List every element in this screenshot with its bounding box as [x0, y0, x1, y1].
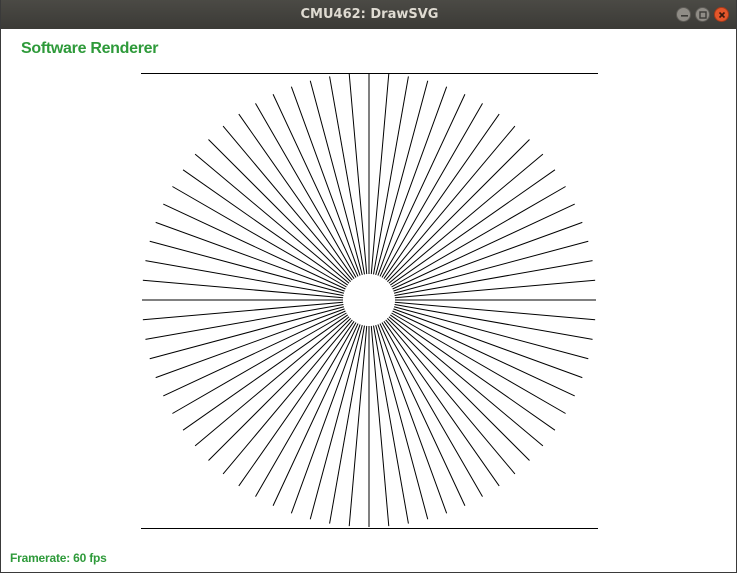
starburst-line [393, 221, 583, 292]
starburst-line [393, 306, 589, 360]
starburst-line [392, 310, 575, 397]
starburst-line [194, 153, 350, 284]
starburst-line [309, 324, 363, 520]
starburst-line [272, 323, 359, 506]
starburst-line [391, 312, 566, 414]
starburst-line [381, 322, 483, 497]
maximize-button[interactable] [695, 7, 710, 22]
starburst-line [390, 169, 556, 286]
starburst-line [383, 113, 500, 279]
starburst-line [393, 308, 583, 379]
starburst-line [272, 94, 359, 277]
starburst-line [145, 260, 344, 296]
starburst-line [255, 103, 357, 278]
starburst-line [163, 310, 346, 397]
starburst-line [373, 76, 409, 275]
minimize-icon [681, 15, 688, 17]
starburst-line [155, 221, 345, 292]
starburst-line [393, 240, 589, 294]
starburst-line [377, 86, 448, 276]
starburst-line [385, 319, 516, 475]
starburst-line [149, 240, 345, 294]
starburst-line [388, 316, 544, 447]
starburst-line [375, 324, 429, 520]
starburst-line [379, 94, 466, 277]
title-bar[interactable]: CMU462: DrawSVG [1, 0, 736, 29]
starburst-line [309, 80, 363, 276]
starburst-line [182, 169, 348, 286]
starburst-line [388, 153, 544, 284]
starburst-line [155, 308, 345, 379]
starburst-line [370, 325, 390, 527]
drawing-canvas[interactable] [1, 29, 737, 573]
minimize-button[interactable] [676, 7, 691, 22]
starburst-line [394, 279, 596, 299]
starburst-line [381, 103, 483, 278]
starburst-line [145, 304, 344, 340]
starburst-line [390, 314, 556, 431]
starburst-line [385, 125, 516, 281]
starburst-line [391, 186, 566, 288]
starburst-line [290, 324, 361, 514]
starburst-line [208, 318, 351, 461]
starburst-line [222, 125, 353, 281]
starburst-line [208, 139, 351, 282]
starburst-line [255, 322, 357, 497]
starburst-lines [142, 73, 596, 527]
starburst-line [329, 76, 365, 275]
starburst-line [182, 314, 348, 431]
starburst-line [329, 325, 365, 524]
starburst-line [377, 324, 448, 514]
starburst-line [348, 73, 368, 275]
starburst-line [370, 73, 390, 275]
starburst-line [290, 86, 361, 276]
framerate-readout: Framerate: 60 fps [10, 551, 107, 565]
starburst-line [172, 312, 347, 414]
starburst-line [383, 321, 500, 487]
window-title: CMU462: DrawSVG [300, 7, 439, 22]
starburst-line [172, 186, 347, 288]
starburst-line [194, 316, 350, 447]
starburst-line [387, 139, 530, 282]
starburst-line [375, 80, 429, 276]
starburst-line [394, 260, 593, 296]
starburst-line [142, 301, 344, 321]
starburst-line [394, 301, 596, 321]
starburst-line [392, 203, 575, 290]
starburst-line [238, 113, 355, 279]
starburst-line [348, 325, 368, 527]
starburst-line [238, 321, 355, 487]
starburst-line [163, 203, 346, 290]
maximize-icon [699, 11, 707, 19]
starburst-line [394, 304, 593, 340]
starburst-line [142, 279, 344, 299]
starburst-line [373, 325, 409, 524]
starburst-line [387, 318, 530, 461]
close-button[interactable] [714, 7, 729, 22]
starburst-line [222, 319, 353, 475]
starburst-line [149, 306, 345, 360]
close-icon [718, 11, 726, 19]
renderer-label: Software Renderer [21, 40, 159, 57]
starburst-line [379, 323, 466, 506]
